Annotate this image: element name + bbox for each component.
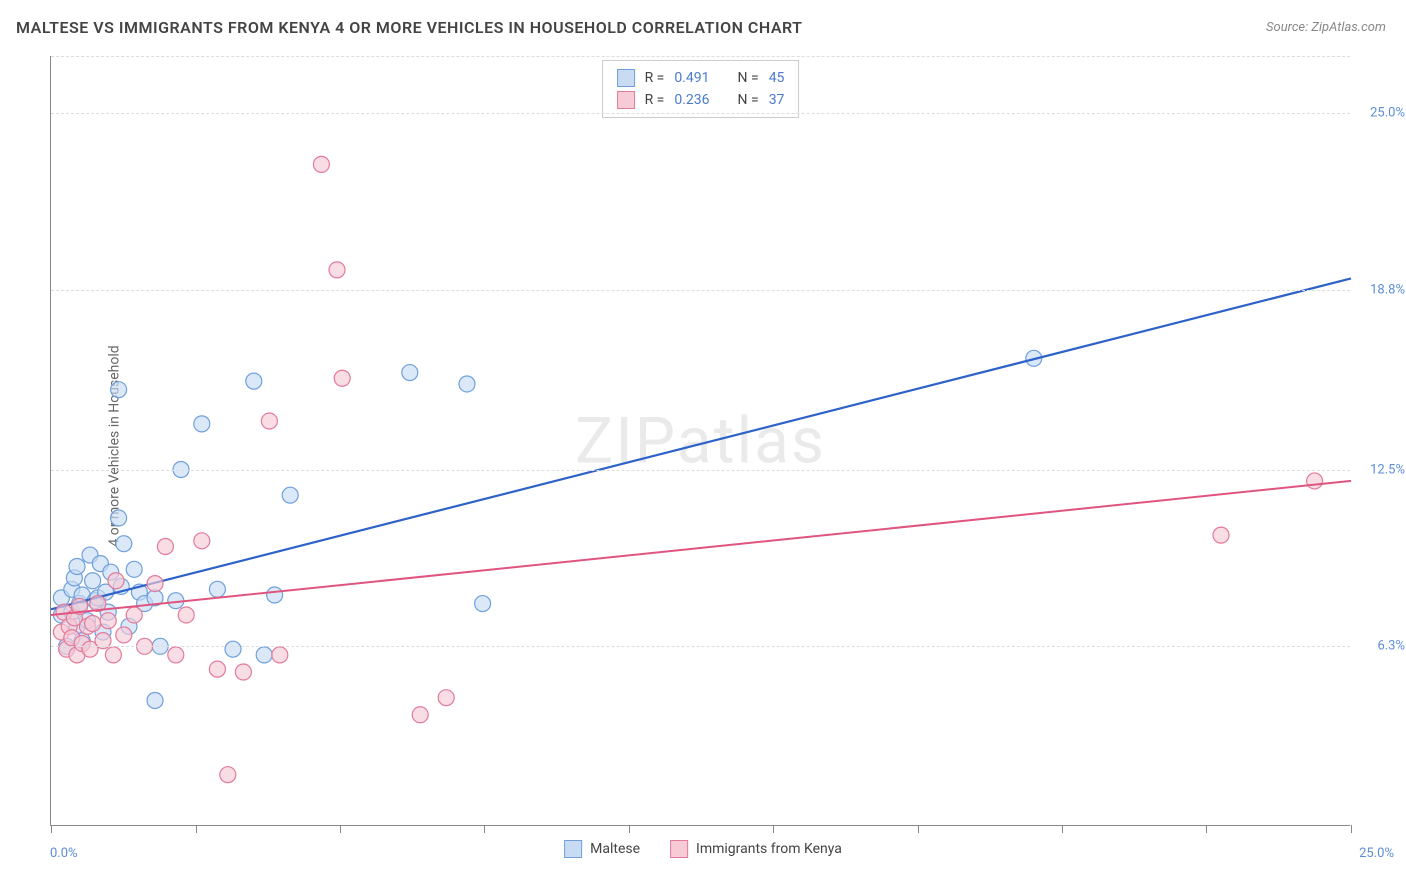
- gridline: [51, 470, 1350, 471]
- data-point: [126, 607, 142, 623]
- x-axis-origin-label: 0.0%: [50, 846, 78, 861]
- data-point: [261, 413, 277, 429]
- x-axis-max-label: 25.0%: [1359, 846, 1394, 861]
- data-point: [459, 376, 475, 392]
- data-point: [1307, 473, 1323, 489]
- legend-swatch: [564, 840, 582, 858]
- data-point: [105, 647, 121, 663]
- data-point: [178, 607, 194, 623]
- data-point: [209, 661, 225, 677]
- source-attribution: Source: ZipAtlas.com: [1266, 20, 1386, 35]
- data-point: [147, 576, 163, 592]
- data-point: [438, 690, 454, 706]
- data-point: [116, 627, 132, 643]
- y-tick-label: 12.5%: [1370, 462, 1405, 477]
- data-point: [69, 558, 85, 574]
- trend-line: [51, 481, 1351, 615]
- x-tick: [918, 825, 919, 833]
- trend-line: [51, 278, 1351, 609]
- data-point: [209, 581, 225, 597]
- data-point: [282, 487, 298, 503]
- data-point: [329, 262, 345, 278]
- x-tick: [1206, 825, 1207, 833]
- x-tick: [629, 825, 630, 833]
- data-point: [256, 647, 272, 663]
- y-tick-label: 6.3%: [1377, 639, 1405, 654]
- x-tick: [1351, 825, 1352, 833]
- chart-title: MALTESE VS IMMIGRANTS FROM KENYA 4 OR MO…: [16, 18, 803, 37]
- data-point: [267, 587, 283, 603]
- data-point: [85, 573, 101, 589]
- data-point: [334, 370, 350, 386]
- data-point: [85, 616, 101, 632]
- data-point: [246, 373, 262, 389]
- data-point: [111, 510, 127, 526]
- legend-swatch: [670, 840, 688, 858]
- data-point: [402, 365, 418, 381]
- data-point: [108, 573, 124, 589]
- data-point: [116, 536, 132, 552]
- data-point: [126, 561, 142, 577]
- legend-series: Maltese Immigrants from Kenya: [564, 840, 842, 858]
- gridline: [51, 646, 1350, 647]
- x-tick: [340, 825, 341, 833]
- data-point: [272, 647, 288, 663]
- data-point: [168, 647, 184, 663]
- x-tick: [51, 825, 52, 833]
- x-tick: [196, 825, 197, 833]
- data-point: [412, 707, 428, 723]
- gridline: [51, 113, 1350, 114]
- data-point: [157, 539, 173, 555]
- data-point: [475, 596, 491, 612]
- data-point: [313, 156, 329, 172]
- data-point: [147, 693, 163, 709]
- x-tick: [773, 825, 774, 833]
- y-tick-label: 18.8%: [1370, 282, 1405, 297]
- data-point: [111, 382, 127, 398]
- data-point: [235, 664, 251, 680]
- plot-area: ZIPatlas R =0.491N =45R =0.236N =37 6.3%…: [50, 56, 1350, 826]
- y-tick-label: 25.0%: [1370, 106, 1405, 121]
- legend-item: Maltese: [564, 840, 640, 858]
- legend-item: Immigrants from Kenya: [670, 840, 842, 858]
- x-tick: [484, 825, 485, 833]
- legend-label: Maltese: [590, 841, 640, 857]
- data-point: [225, 641, 241, 657]
- data-point: [220, 767, 236, 783]
- gridline: [51, 290, 1350, 291]
- data-point: [194, 533, 210, 549]
- chart-svg: [51, 56, 1350, 825]
- data-point: [194, 416, 210, 432]
- legend-label: Immigrants from Kenya: [696, 841, 842, 857]
- data-point: [1213, 527, 1229, 543]
- gridline: [51, 56, 1350, 57]
- x-tick: [1062, 825, 1063, 833]
- data-point: [100, 613, 116, 629]
